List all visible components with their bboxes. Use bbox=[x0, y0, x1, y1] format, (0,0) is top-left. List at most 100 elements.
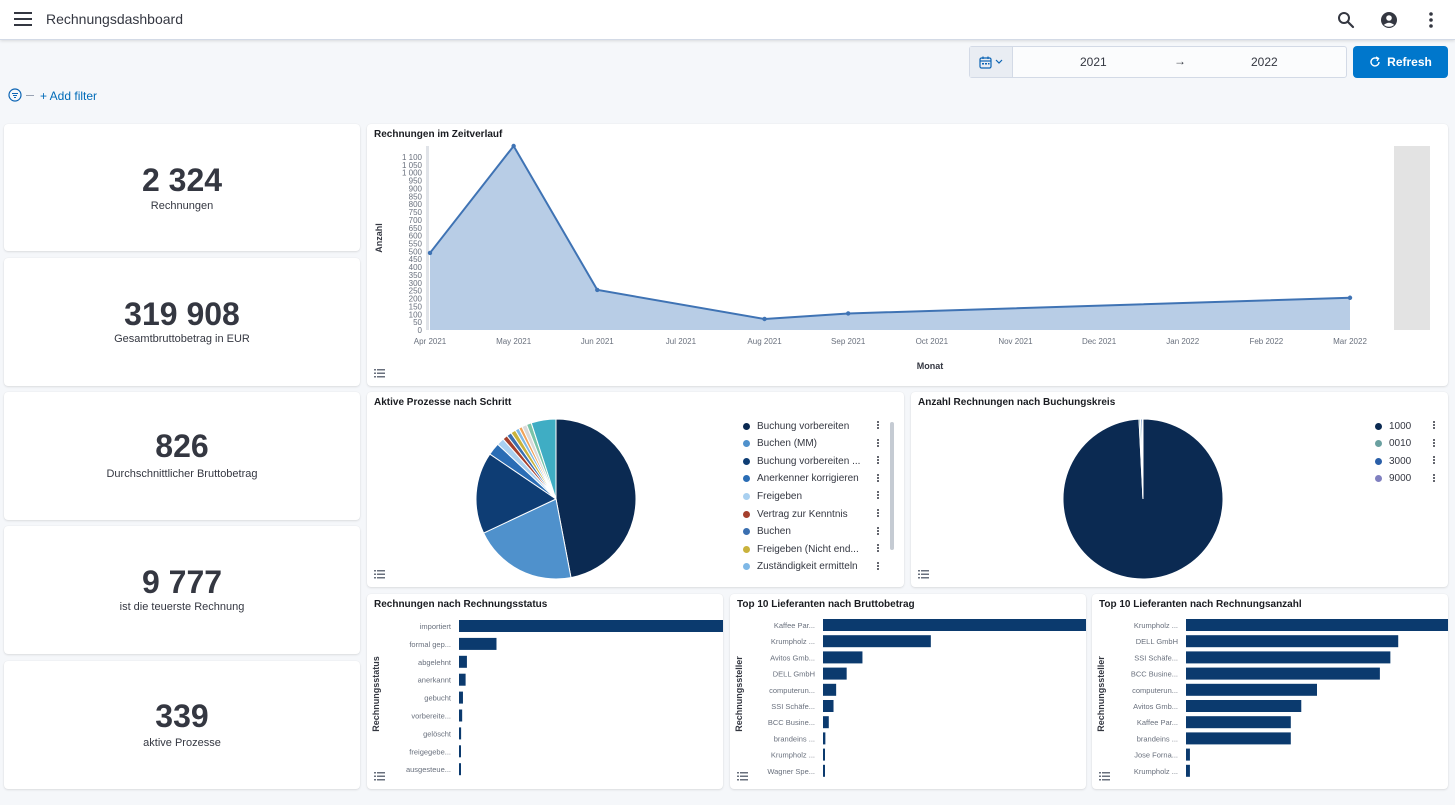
legend-item-menu-icon[interactable] bbox=[876, 509, 880, 519]
y-tick-label: 150 bbox=[409, 302, 423, 311]
bar bbox=[823, 635, 931, 648]
legend-toggle-icon[interactable] bbox=[374, 369, 385, 378]
metric-label: Gesamtbruttobetrag in EUR bbox=[114, 333, 250, 345]
y-tick-label: 100 bbox=[409, 310, 423, 319]
y-tick-label: 450 bbox=[409, 255, 423, 264]
bar bbox=[1186, 748, 1190, 761]
legend-swatch bbox=[743, 475, 750, 483]
category-label: vorbereite... bbox=[411, 712, 451, 721]
category-label: computerun... bbox=[769, 686, 815, 695]
legend-item[interactable]: Vertrag zur Kenntnis bbox=[743, 506, 848, 522]
more-vertical-icon[interactable] bbox=[1420, 9, 1442, 31]
metric-value: 826 bbox=[155, 428, 209, 464]
bar-chart[interactable]: Kaffee Par... Krumpholz ... Avitos Gmb... D… bbox=[730, 594, 1086, 789]
legend-item-menu-icon[interactable] bbox=[876, 438, 880, 449]
legend-item[interactable]: Buchen bbox=[743, 524, 791, 540]
legend-item[interactable]: Buchung vorbereiten bbox=[743, 418, 849, 434]
legend-item-menu-icon[interactable] bbox=[876, 421, 880, 431]
hamburger-menu-icon[interactable] bbox=[14, 12, 32, 26]
category-label: BCC Busine... bbox=[768, 718, 815, 727]
y-tick-label: 950 bbox=[409, 177, 423, 186]
bar-chart[interactable]: importiert formal gep... abgelehnt anerkann… bbox=[367, 594, 723, 789]
bar bbox=[459, 655, 467, 668]
category-label: Avitos Gmb... bbox=[1133, 702, 1178, 711]
legend-item[interactable]: 9000 bbox=[1375, 471, 1411, 487]
data-point bbox=[595, 287, 600, 293]
legend-label: 1000 bbox=[1389, 420, 1412, 432]
legend-item[interactable]: Freigeben (Nicht end... bbox=[743, 541, 859, 557]
legend-item[interactable]: Buchen (MM) bbox=[743, 436, 817, 452]
category-label: freigegebe... bbox=[409, 747, 451, 756]
legend-item-menu-icon[interactable] bbox=[876, 561, 880, 572]
category-label: Krumpholz ... bbox=[771, 751, 815, 760]
legend-item-menu-icon[interactable] bbox=[1432, 456, 1436, 466]
pie-chart[interactable] bbox=[1053, 412, 1233, 587]
legend-item[interactable]: 0010 bbox=[1375, 436, 1411, 452]
legend-item[interactable]: 1000 bbox=[1375, 418, 1411, 434]
legend-item-menu-icon[interactable] bbox=[1432, 438, 1436, 449]
pie-chart[interactable] bbox=[467, 412, 647, 587]
legend-label: Buchen (MM) bbox=[757, 438, 818, 450]
category-label: Krumpholz ... bbox=[1134, 767, 1178, 776]
legend-toggle-icon[interactable] bbox=[374, 570, 385, 579]
metric-label: Durchschnittlicher Bruttobetrag bbox=[106, 468, 258, 480]
legend-toggle-icon[interactable] bbox=[374, 772, 385, 781]
legend-item-menu-icon[interactable] bbox=[876, 473, 880, 484]
bar bbox=[459, 745, 461, 758]
metric-panel-gross-total: 319 908 Gesamtbruttobetrag in EUR bbox=[4, 258, 360, 386]
panel-title: Rechnungen nach Rechnungsstatus bbox=[374, 599, 548, 610]
legend-item[interactable]: Freigeben bbox=[743, 488, 802, 504]
end-date[interactable]: 2022 bbox=[1251, 55, 1278, 69]
legend-item[interactable]: Zuständigkeit ermitteln bbox=[743, 559, 858, 575]
legend-item[interactable]: 3000 bbox=[1375, 453, 1411, 469]
legend-item-menu-icon[interactable] bbox=[876, 491, 880, 501]
legend-item-menu-icon[interactable] bbox=[876, 544, 880, 554]
panel-title: Aktive Prozesse nach Schritt bbox=[374, 397, 512, 408]
bar-chart[interactable]: Krumpholz ... DELL GmbH SSI Schäfe... BCC B… bbox=[1092, 594, 1448, 789]
legend-item-menu-icon[interactable] bbox=[876, 526, 880, 537]
y-axis-title: Rechnungssteller bbox=[734, 656, 744, 732]
y-tick-label: 0 bbox=[418, 326, 423, 335]
legend-toggle-icon[interactable] bbox=[918, 570, 929, 579]
category-label: BCC Busine... bbox=[1131, 670, 1178, 679]
legend-item-menu-icon[interactable] bbox=[876, 456, 880, 466]
page-title: Rechnungsdashboard bbox=[46, 11, 183, 27]
category-label: Kaffee Par... bbox=[774, 621, 815, 630]
bar bbox=[1186, 667, 1380, 680]
quick-select-button[interactable] bbox=[970, 47, 1013, 77]
legend-item-menu-icon[interactable] bbox=[1432, 421, 1436, 431]
y-tick-label: 350 bbox=[409, 271, 423, 280]
legend-label: Vertrag zur Kenntnis bbox=[757, 508, 848, 520]
bar bbox=[1186, 683, 1317, 696]
x-tick-label: Nov 2021 bbox=[998, 337, 1033, 346]
user-avatar-icon[interactable] bbox=[1378, 9, 1400, 31]
x-tick-label: Feb 2022 bbox=[1249, 337, 1283, 346]
y-tick-label: 500 bbox=[409, 247, 423, 256]
data-point bbox=[427, 250, 433, 256]
y-tick-label: 200 bbox=[409, 295, 423, 304]
legend-toggle-icon[interactable] bbox=[737, 772, 748, 781]
bar bbox=[1186, 716, 1291, 729]
search-icon[interactable] bbox=[1335, 9, 1357, 31]
x-tick-label: Oct 2021 bbox=[916, 337, 949, 346]
x-tick-label: Mar 2022 bbox=[1333, 337, 1367, 346]
bar bbox=[459, 709, 463, 722]
y-tick-label: 700 bbox=[409, 216, 423, 225]
panel-title: Rechnungen im Zeitverlauf bbox=[374, 129, 503, 140]
pie-slice bbox=[1141, 418, 1144, 500]
refresh-button[interactable]: Refresh bbox=[1353, 46, 1448, 78]
legend-item[interactable]: Buchung vorbereiten ... bbox=[743, 453, 860, 469]
bar bbox=[823, 683, 837, 696]
filter-icon[interactable] bbox=[8, 88, 22, 102]
add-filter-button[interactable]: + Add filter bbox=[40, 89, 98, 103]
legend-item[interactable]: Anerkenner korrigieren bbox=[743, 471, 859, 487]
legend-swatch bbox=[743, 457, 750, 465]
category-label: abgelehnt bbox=[418, 658, 452, 667]
legend-scrollbar[interactable] bbox=[890, 422, 894, 550]
series-line bbox=[429, 144, 1351, 320]
current-period-band bbox=[1394, 146, 1430, 330]
legend-toggle-icon[interactable] bbox=[1099, 772, 1110, 781]
start-date[interactable]: 2021 bbox=[1080, 55, 1107, 69]
legend-item-menu-icon[interactable] bbox=[1432, 473, 1436, 484]
area-chart[interactable]: 0501001502002503003504004505005506006507… bbox=[367, 124, 1448, 386]
